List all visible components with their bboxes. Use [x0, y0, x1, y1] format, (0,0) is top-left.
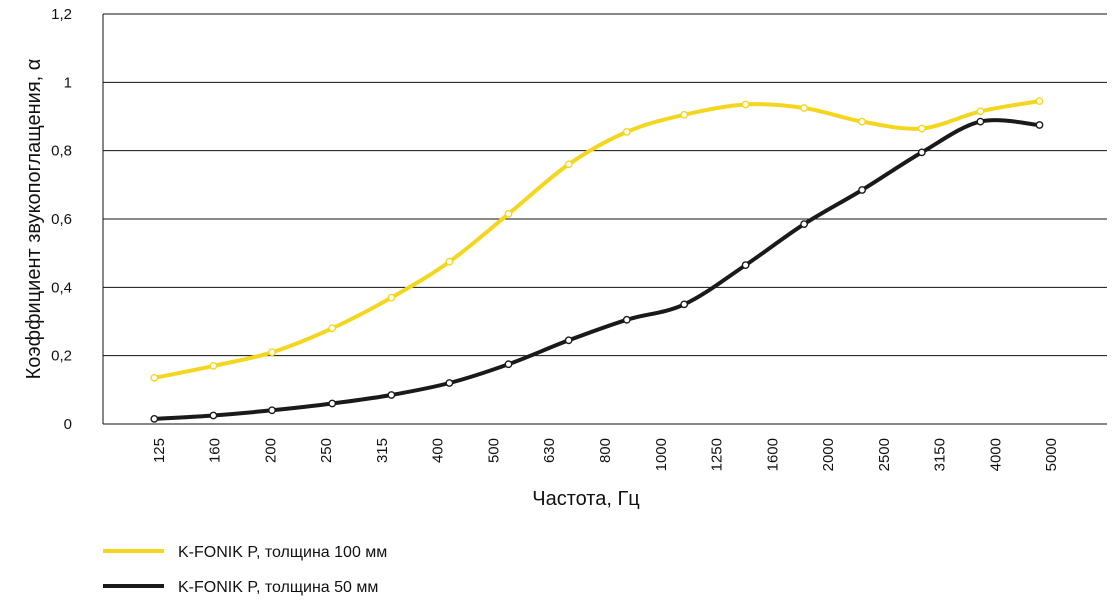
y-axis-title: Коэффициент звукопоглащения, α: [23, 59, 45, 380]
series-0-point: [445, 257, 454, 266]
series-1-point: [976, 117, 985, 126]
x-tick-labels: 125 160 200 250 315 400 500 630 800 1000 1250 1600 2…: [151, 438, 1060, 471]
series-0-point: [800, 104, 808, 112]
x-tick-label: 1000: [653, 438, 670, 471]
series-1-point: [680, 300, 689, 309]
x-tick-label: 315: [374, 438, 391, 463]
x-tick-label: 250: [318, 438, 335, 463]
grid-lines: [103, 81, 1107, 357]
series-1-point: [268, 406, 276, 415]
series-0-point: [209, 361, 218, 370]
x-tick-label: 5000: [1043, 438, 1060, 471]
series-0-point: [917, 124, 926, 133]
series-line-1: [152, 118, 1042, 421]
series-1-point: [917, 148, 926, 157]
y-tick-label: 1,2: [51, 6, 72, 23]
plot-frame: [102, 13, 1107, 425]
series-0-point: [268, 348, 276, 357]
y-tick-label: 0,8: [51, 143, 72, 160]
series-0-point: [564, 160, 573, 169]
series-0-point: [504, 209, 513, 218]
x-tick-label: 800: [597, 438, 614, 463]
series-1-point: [387, 391, 396, 399]
series-0-point: [387, 293, 396, 302]
x-tick-label: 1600: [764, 438, 781, 471]
series-1-point: [564, 336, 573, 345]
series-0-point: [328, 324, 337, 333]
series-0-point: [680, 110, 689, 119]
series-1-point: [858, 186, 866, 194]
series-1-point: [328, 399, 337, 408]
series-0-point: [858, 117, 866, 126]
y-tick-labels: 0 0,2 0,4 0,6 0,8 1 1,2: [51, 6, 72, 433]
x-tick-label: 3150: [932, 438, 949, 471]
series-1-point: [800, 220, 808, 229]
x-tick-label: 4000: [987, 438, 1004, 471]
series-1-point: [741, 261, 750, 269]
series-0-point: [741, 100, 750, 109]
legend-label-50mm: K-FONIK P, толщина 50 мм: [178, 579, 378, 596]
series-1-point: [504, 360, 513, 369]
series-0-point: [150, 373, 159, 382]
legend-label-100mm: K-FONIK P, толщина 100 мм: [178, 544, 387, 561]
x-tick-label: 2000: [820, 438, 837, 471]
series-lines: [152, 99, 1042, 421]
series-0-point: [1035, 97, 1044, 106]
x-tick-label: 500: [485, 438, 502, 463]
x-axis-title: Частота, Гц: [532, 488, 640, 510]
x-tick-label: 1250: [709, 438, 726, 471]
y-tick-label: 0: [64, 416, 72, 433]
y-tick-label: 0,6: [51, 211, 72, 228]
series-line-0: [152, 99, 1042, 380]
y-tick-label: 1: [64, 74, 72, 91]
series-1-point: [445, 379, 454, 387]
x-tick-label: 160: [207, 438, 224, 463]
x-tick-label: 630: [541, 438, 558, 463]
y-tick-label: 0,4: [51, 279, 72, 296]
series-1-point: [150, 414, 159, 423]
series-0-point: [622, 127, 631, 136]
x-tick-label: 125: [151, 438, 168, 463]
x-tick-label: 2500: [876, 438, 893, 471]
x-tick-label: 200: [262, 438, 279, 463]
series-0-point: [976, 107, 985, 116]
y-tick-label: 0,2: [51, 348, 72, 365]
series-markers: [150, 97, 1044, 423]
series-1-point: [209, 411, 218, 420]
series-1-point: [622, 315, 631, 324]
series-1-point: [1035, 121, 1044, 129]
x-tick-label: 400: [430, 438, 447, 463]
legend: K-FONIK P, толщина 100 мм K-FONIK P, тол…: [103, 544, 387, 596]
